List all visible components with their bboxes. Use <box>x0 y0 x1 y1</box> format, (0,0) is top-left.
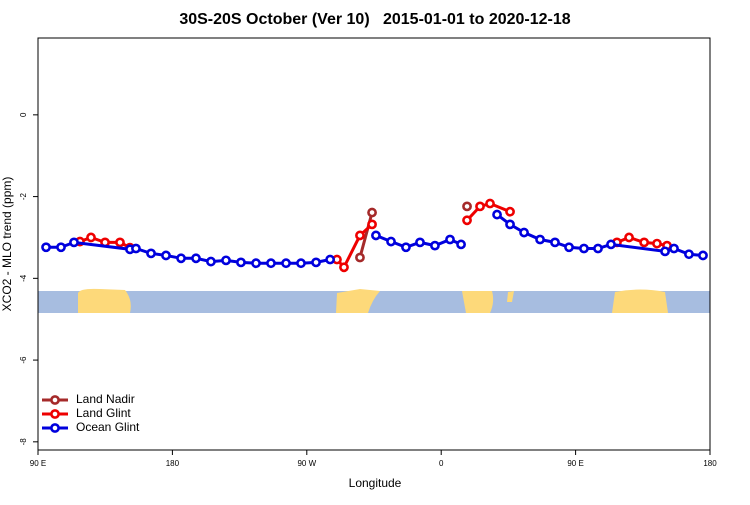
x-tick-label: 180 <box>703 459 717 468</box>
data-point <box>86 232 96 243</box>
data-point <box>505 206 515 217</box>
x-tick-label: 90 E <box>30 459 46 468</box>
legend-swatch <box>50 409 60 419</box>
y-tick-label: 0 <box>19 112 28 117</box>
legend-label: Land Nadir <box>76 392 135 406</box>
data-point <box>191 253 201 264</box>
data-point <box>355 230 365 241</box>
data-point <box>639 237 650 248</box>
x-tick-label: 90 E <box>567 459 583 468</box>
plot-frame <box>37 37 711 451</box>
data-point <box>401 242 411 253</box>
data-point <box>684 249 694 260</box>
chart-title: 30S-20S October (Ver 10) 2015-01-01 to 2… <box>179 11 570 28</box>
data-point <box>221 255 231 266</box>
data-point <box>579 243 589 254</box>
data-point <box>367 219 377 230</box>
data-point <box>146 248 156 259</box>
data-point <box>131 243 141 254</box>
data-point <box>475 201 485 212</box>
data-point <box>415 237 425 248</box>
x-axis-label: Longitude <box>349 476 402 490</box>
x-tick-label: 0 <box>439 459 444 468</box>
y-tick-label: -8 <box>19 438 28 446</box>
data-point <box>296 258 306 269</box>
data-point <box>606 239 616 250</box>
y-axis-label: XCO2 - MLO trend (ppm) <box>0 177 14 312</box>
data-point <box>311 257 321 268</box>
data-point <box>462 201 472 212</box>
data-point <box>624 232 634 243</box>
data-point <box>386 236 396 247</box>
y-tick-label: -6 <box>19 356 28 364</box>
data-point <box>367 207 377 218</box>
data-point <box>251 258 261 269</box>
data-point <box>281 258 291 269</box>
legend-label: Land Glint <box>76 406 131 420</box>
x-tick-label: 90 W <box>297 459 316 468</box>
data-point <box>669 243 679 254</box>
y-tick-label: -2 <box>19 192 28 200</box>
legend-label: Ocean Glint <box>76 420 140 434</box>
data-point <box>339 262 349 273</box>
legend-swatch <box>50 395 60 405</box>
data-point <box>206 256 216 267</box>
data-point <box>69 237 79 248</box>
data-point <box>519 227 529 238</box>
data-point <box>430 240 440 251</box>
data-point <box>371 230 381 241</box>
data-point <box>652 238 662 249</box>
data-point <box>325 254 335 265</box>
data-point <box>445 234 455 245</box>
data-point <box>115 237 125 248</box>
land-mask <box>38 288 710 313</box>
y-tick-label: -4 <box>19 274 28 282</box>
data-point <box>698 250 708 261</box>
data-point <box>355 252 365 263</box>
data-point <box>161 250 171 261</box>
data-point <box>266 258 276 269</box>
x-tick-label: 180 <box>166 459 180 468</box>
legend-swatch <box>50 423 60 433</box>
data-point <box>56 242 66 253</box>
data-point <box>660 246 670 257</box>
data-point <box>505 219 515 230</box>
data-point <box>492 209 502 220</box>
data-point <box>456 239 466 250</box>
data-point <box>176 253 186 264</box>
data-point <box>593 243 603 254</box>
data-point <box>41 242 51 253</box>
data-point <box>535 234 545 245</box>
data-point <box>564 242 574 253</box>
data-point <box>236 257 246 268</box>
data-point <box>485 198 495 209</box>
data-point <box>550 237 560 248</box>
data-point <box>462 215 472 226</box>
